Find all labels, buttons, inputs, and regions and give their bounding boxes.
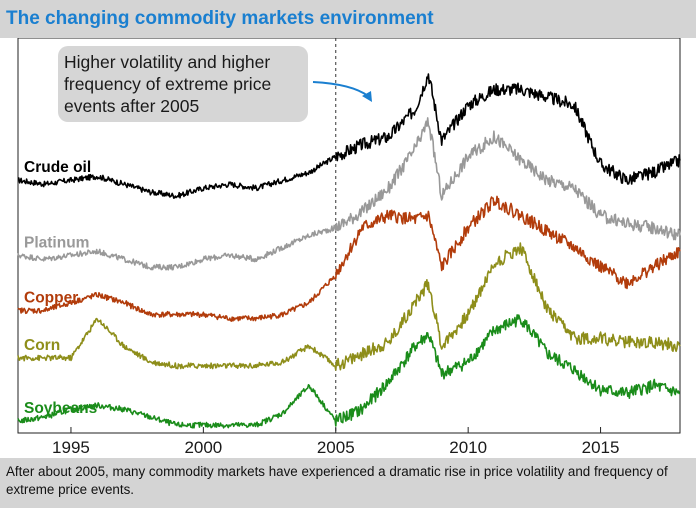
annotation-arrow-icon <box>312 81 369 97</box>
annotation-arrowhead-icon <box>362 91 372 102</box>
x-tick-label-2000: 2000 <box>184 438 222 457</box>
series-line-copper <box>17 195 681 322</box>
annotation-line-2: frequency of extreme price <box>64 74 271 94</box>
series-line-platinum <box>17 117 681 271</box>
caption-bar: After about 2005, many commodity markets… <box>0 458 696 508</box>
series-label-corn: Corn <box>24 337 60 354</box>
chart-title: The changing commodity markets environme… <box>6 8 434 29</box>
annotation: Higher volatility and higher frequency o… <box>58 46 372 122</box>
x-tick-label-2010: 2010 <box>449 438 487 457</box>
series-line-soybeans <box>17 314 681 429</box>
annotation-line-3: events after 2005 <box>64 96 199 116</box>
series-label-crude-oil: Crude oil <box>24 159 91 176</box>
series-label-soybeans: Soybeans <box>24 400 97 417</box>
title-bar: The changing commodity markets environme… <box>0 0 696 38</box>
x-tick-label-2005: 2005 <box>317 438 355 457</box>
chart: Crude oil Platinum Copper Corn Soybeans 1995… <box>17 38 681 457</box>
series-line-crude-oil <box>17 73 681 199</box>
series-line-corn <box>17 242 681 371</box>
annotation-box <box>58 46 308 122</box>
x-tick-label-2015: 2015 <box>582 438 620 457</box>
x-tick-label-1995: 1995 <box>52 438 90 457</box>
series-label-platinum: Platinum <box>24 234 89 251</box>
series-label-copper: Copper <box>24 290 78 307</box>
chart-caption: After about 2005, many commodity markets… <box>6 464 668 497</box>
annotation-line-1: Higher volatility and higher <box>64 52 270 72</box>
